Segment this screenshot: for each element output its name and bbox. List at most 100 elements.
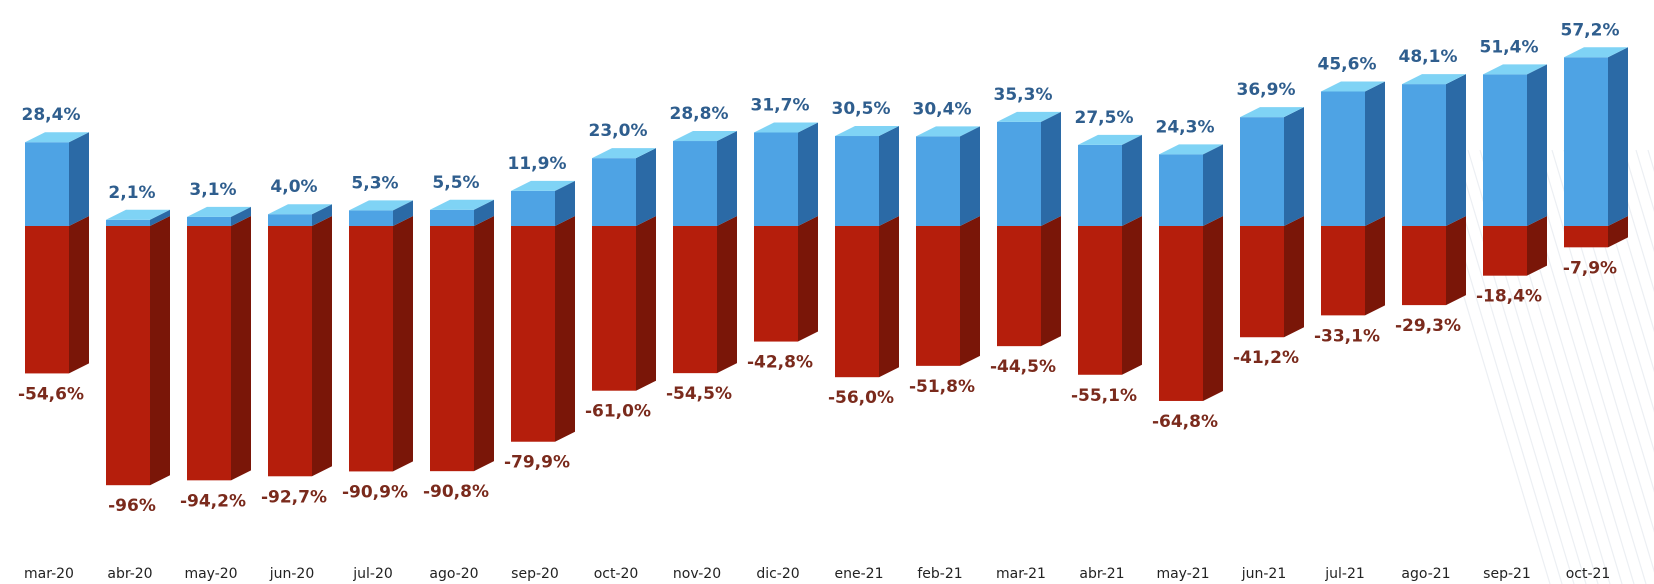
bar-positive-side (1284, 107, 1304, 226)
bar-negative-side (1203, 216, 1223, 401)
bar-positive-top (268, 204, 332, 215)
bar-positive-side (636, 148, 656, 226)
bar-positive-front (1321, 91, 1365, 226)
positive-value-label: 11,9% (508, 154, 567, 174)
bar-negative-side (879, 216, 899, 378)
negative-value-label: -92,7% (261, 487, 327, 507)
bar-negative-side (1041, 216, 1061, 347)
bar-negative-front (1159, 226, 1203, 401)
positive-value-label: 45,6% (1318, 54, 1377, 74)
positive-value-label: 2,1% (108, 183, 155, 203)
category-label: ene-21 (835, 566, 884, 582)
bar-positive-front (187, 216, 231, 226)
bar-ago-20 (430, 199, 494, 472)
bar-negative-front (1483, 226, 1527, 276)
bar-positive-front (349, 210, 393, 226)
bar-positive-side (798, 122, 818, 226)
bar-dic-20 (754, 122, 818, 342)
bar-negative-side (150, 216, 170, 486)
bar-positive-top (187, 206, 251, 217)
bar-positive-side (1203, 144, 1223, 226)
bar-negative-side (636, 216, 656, 391)
bar-negative-front (754, 226, 798, 342)
bar-positive-top (349, 200, 413, 211)
positive-value-label: 57,2% (1561, 20, 1620, 40)
negative-value-label: -55,1% (1071, 386, 1137, 406)
negative-value-label: -41,2% (1233, 348, 1299, 368)
category-label: abr-21 (1079, 566, 1124, 582)
bar-negative-side (717, 216, 737, 374)
bar-positive-side (69, 132, 89, 226)
positive-value-label: 30,4% (913, 99, 972, 119)
bar-negative-side (312, 216, 332, 477)
bar-mar-21 (997, 111, 1061, 347)
bar-jul-21 (1321, 81, 1385, 316)
bar-negative-front (106, 226, 150, 486)
positive-value-label: 5,3% (351, 173, 398, 193)
bar-positive-front (1240, 117, 1284, 226)
negative-value-label: -7,9% (1563, 258, 1617, 278)
bar-positive-top (835, 126, 899, 137)
bar-may-20 (187, 206, 251, 481)
positive-value-label: 51,4% (1480, 37, 1539, 57)
bar-positive-top (106, 209, 170, 220)
negative-value-label: -56,0% (828, 388, 894, 408)
bar-positive-side (393, 200, 413, 226)
bar-positive-front (916, 136, 960, 226)
bar-positive-top (1483, 64, 1547, 75)
negative-value-label: -90,8% (423, 482, 489, 502)
negative-value-label: -33,1% (1314, 326, 1380, 346)
positive-value-label: 30,5% (832, 99, 891, 119)
bar-negative-side (1284, 216, 1304, 338)
bar-positive-top (1564, 47, 1628, 58)
category-label: may-21 (1156, 566, 1209, 582)
category-label: ago-20 (429, 566, 478, 582)
bar-sep-20 (511, 180, 575, 442)
negative-value-label: -90,9% (342, 482, 408, 502)
bar-negative-front (997, 226, 1041, 347)
negative-value-label: -64,8% (1152, 412, 1218, 432)
bar-positive-side (231, 206, 251, 226)
negative-value-label: -18,4% (1476, 287, 1542, 307)
bar-negative-front (349, 226, 393, 472)
positive-value-label: 35,3% (994, 85, 1053, 105)
bar-positive-top (430, 199, 494, 210)
bar-negative-side (1608, 216, 1628, 248)
positive-value-label: 27,5% (1075, 108, 1134, 128)
bar-positive-top (916, 126, 980, 137)
bar-positive-front (754, 132, 798, 226)
bar-negative-side (1527, 216, 1547, 276)
bar-mar-20 (25, 132, 89, 374)
bar-positive-front (25, 142, 69, 226)
positive-value-label: 24,3% (1156, 117, 1215, 137)
negative-value-label: -51,8% (909, 377, 975, 397)
bar-negative-front (592, 226, 636, 391)
bars-group (25, 47, 1628, 486)
bar-positive-side (1041, 111, 1061, 226)
bar-negative-front (187, 226, 231, 481)
bar-positive-side (150, 209, 170, 226)
bar-positive-front (835, 136, 879, 226)
bar-positive-top (997, 111, 1061, 122)
negative-value-label: -44,5% (990, 357, 1056, 377)
positive-value-label: 28,4% (22, 105, 81, 125)
bar-negative-side (393, 216, 413, 472)
negative-value-label: -94,2% (180, 491, 246, 511)
bar-positive-top (1240, 107, 1304, 118)
category-axis-labels: mar-20 abr-20 may-20 jun-20 jul-20 ago-20 sep-… (24, 566, 1610, 582)
negative-value-label: -42,8% (747, 353, 813, 373)
category-label: mar-20 (24, 566, 74, 582)
bar-positive-side (960, 126, 980, 226)
negative-value-label: -54,6% (18, 384, 84, 404)
bar-abr-21 (1078, 134, 1142, 375)
bar-positive-top (1321, 81, 1385, 92)
negative-value-label: -61,0% (585, 402, 651, 422)
bar-positive-side (1608, 47, 1628, 227)
bar-sep-21 (1483, 64, 1547, 276)
bar-positive-side (312, 204, 332, 226)
bar-positive-side (1365, 81, 1385, 226)
category-label: sep-21 (1483, 566, 1531, 582)
bar-negative-front (835, 226, 879, 378)
bar-feb-21 (916, 126, 980, 366)
